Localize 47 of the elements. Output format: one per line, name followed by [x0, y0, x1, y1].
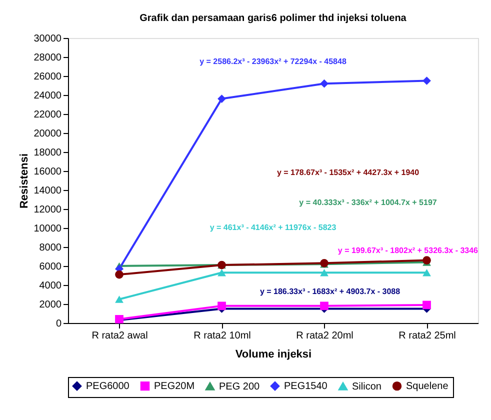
x-tick-label: R rata2 20ml — [296, 330, 354, 342]
annotation: y = 199.67x³ - 1802x² + 5326.3x - 3346 — [338, 246, 479, 255]
y-tick-label: 8000 — [39, 242, 62, 254]
point — [115, 296, 124, 303]
y-tick-label: 30000 — [34, 34, 62, 44]
point — [422, 76, 431, 85]
y-tick-label: 16000 — [34, 166, 62, 178]
y-tick-label: 24000 — [34, 90, 62, 102]
legend-label: Squelene — [406, 381, 449, 392]
y-tick-label: 18000 — [34, 148, 62, 158]
y-tick-label: 4000 — [39, 280, 62, 292]
annotation: y = 40.333x³ - 336x² + 1004.7x + 5197 — [299, 198, 438, 207]
legend-label: PEG6000 — [86, 381, 130, 392]
y-tick-label: 0 — [56, 318, 62, 330]
x-tick-label: R rata2 10ml — [194, 330, 251, 342]
legend-label: PEG20M — [154, 381, 195, 392]
annotation: y = 461x³ - 4146x² + 11976x - 5823 — [210, 223, 337, 232]
x-axis-title: Volume injeksi — [235, 348, 312, 360]
y-tick-label: 6000 — [39, 262, 62, 272]
annotation: y = 2586.2x³ - 23963x² + 72294x - 45848 — [200, 57, 347, 66]
point — [422, 269, 431, 276]
y-tick-label: 12000 — [34, 204, 62, 216]
point — [218, 269, 226, 276]
annotation: y = 186.33x³ - 1683x² + 4903.7x - 3088 — [260, 287, 401, 296]
point — [218, 302, 226, 310]
legend-label: PEG 200 — [219, 381, 260, 392]
chart-title: Grafik dan persamaan garis6 polimer thd injeksi toluena — [140, 13, 407, 24]
legend-label: PEG1540 — [284, 381, 328, 392]
y-tick-label: 22000 — [34, 110, 62, 120]
y-tick-label: 28000 — [34, 52, 62, 64]
y-tick-label: 14000 — [34, 186, 62, 196]
y-tick-label: 26000 — [34, 72, 62, 82]
point — [218, 94, 226, 103]
x-tick-label: R rata2 25ml — [398, 330, 456, 342]
point — [422, 256, 431, 264]
x-tick-label: R rata2 awal — [92, 330, 148, 342]
point — [115, 270, 124, 279]
legend-label: Silicon — [352, 381, 382, 392]
y-tick-label: 20000 — [34, 128, 62, 140]
annotation: y = 178.67x³ - 1535x² + 4427.3x + 1940 — [276, 168, 420, 177]
point — [320, 79, 328, 88]
point — [320, 269, 328, 276]
point — [320, 302, 328, 310]
y-axis-title: Resistensi — [18, 153, 31, 209]
y-tick-label: 2000 — [39, 300, 62, 310]
point — [422, 300, 431, 310]
y-tick-label: 10000 — [34, 224, 62, 234]
